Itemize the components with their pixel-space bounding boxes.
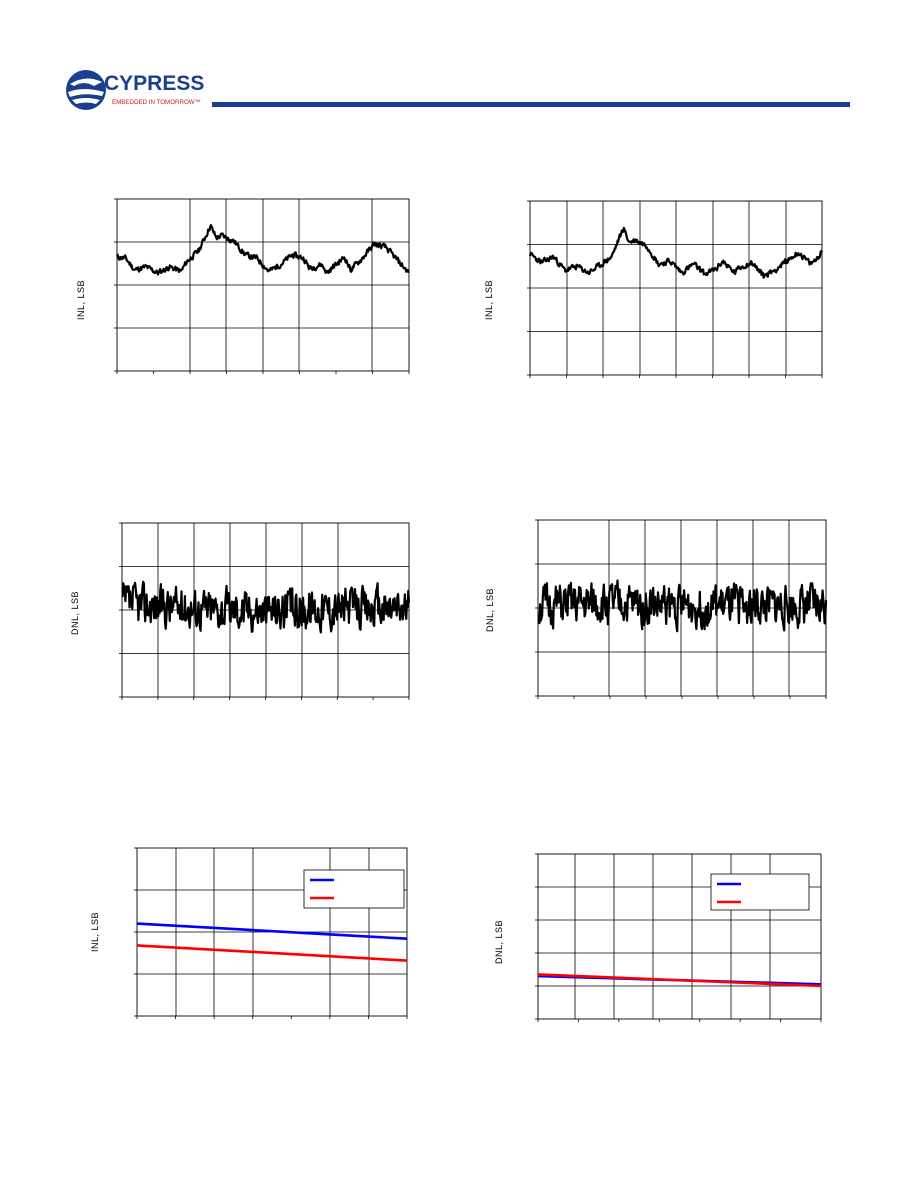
logo-tagline: EMBEDDED IN TOMORROW™: [112, 99, 201, 106]
series-line: [528, 226, 823, 279]
series-line-blue: [136, 922, 408, 940]
series-line-red: [136, 944, 408, 962]
header-rule: [212, 102, 850, 107]
cypress-logo: CYPRESS EMBEDDED IN TOMORROW™: [66, 70, 204, 110]
legend-box: [303, 869, 405, 909]
series-line: [116, 224, 410, 276]
series-line: [537, 579, 828, 633]
y-axis-label: DNL, LSB: [70, 591, 80, 635]
series-line: [121, 580, 411, 634]
legend-box: [710, 873, 810, 911]
inl-chart-bottom-left: INL, LSB: [90, 847, 408, 1019]
logo-text: CYPRESS: [104, 72, 204, 95]
y-axis-label: INL, LSB: [90, 912, 100, 952]
y-axis-label: INL, LSB: [76, 280, 86, 320]
y-axis-label: DNL, LSB: [494, 920, 504, 964]
y-axis-label: DNL, LSB: [485, 588, 495, 632]
y-axis-label: INL, LSB: [484, 280, 494, 320]
dnl-chart-middle-left: DNL, LSB: [70, 522, 411, 700]
series-line-red: [537, 973, 822, 988]
inl-chart-top-right: INL, LSB: [484, 200, 823, 378]
plot-frame: [537, 853, 822, 1020]
dnl-chart-bottom-right: DNL, LSB: [494, 853, 822, 1022]
dnl-chart-middle-right: DNL, LSB: [485, 519, 828, 699]
inl-chart-top-left: INL, LSB: [76, 198, 410, 374]
